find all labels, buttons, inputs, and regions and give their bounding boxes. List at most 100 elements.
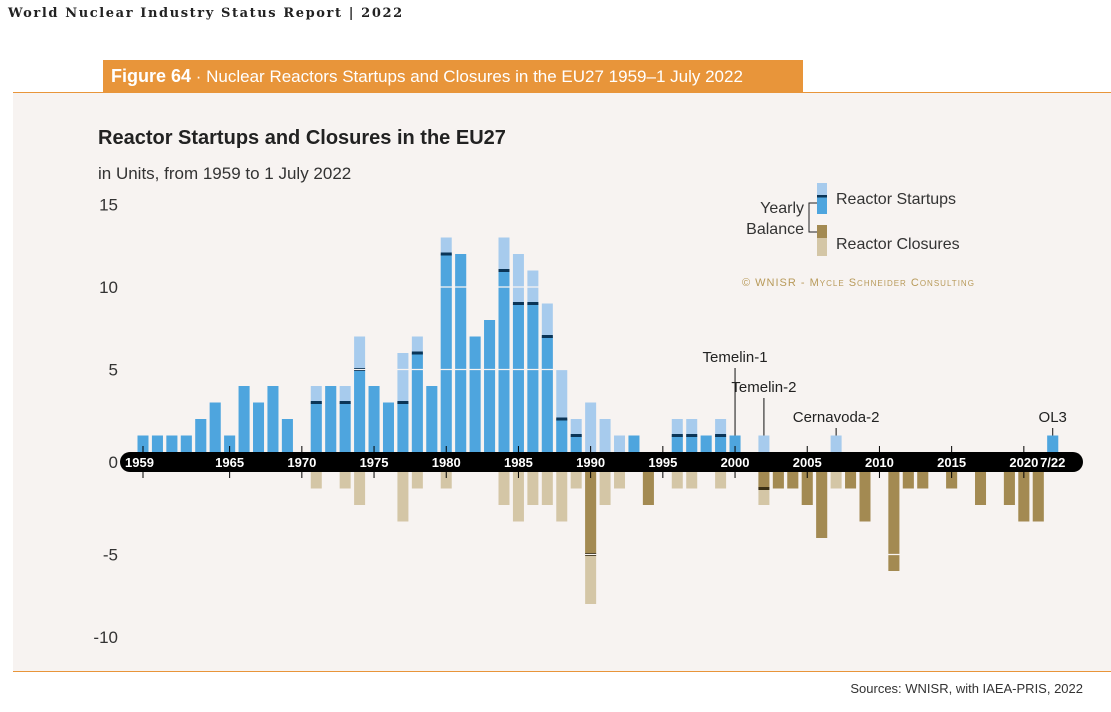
legend-startup-balance [817, 196, 827, 214]
annotation-label: OL3 [1039, 409, 1067, 426]
closure-balance-bar [946, 472, 958, 489]
balance-marker [310, 401, 322, 404]
startup-balance-bar [700, 435, 712, 452]
closure-bar [570, 472, 582, 489]
startup-bar [758, 435, 770, 452]
closure-bar [339, 472, 351, 489]
startup-balance-bar [382, 402, 394, 452]
y-tick-label: -10 [93, 628, 118, 647]
closure-bar [599, 472, 611, 505]
startup-balance-bar [729, 435, 741, 452]
startup-balance-bar [281, 419, 293, 452]
x-tick-label: 2010 [865, 455, 894, 470]
startup-balance-bar [512, 303, 524, 452]
x-tick-label: 1995 [648, 455, 677, 470]
closure-bar [512, 472, 524, 522]
copyright: © WNISR - Mycle Schneider Consulting [742, 277, 975, 289]
closure-balance-bar [845, 472, 857, 489]
annotation-label: Temelin-2 [731, 379, 796, 396]
balance-marker [556, 417, 568, 421]
balance-marker [686, 434, 698, 437]
closure-balance-bar [859, 472, 871, 522]
y-tick-label: 15 [99, 196, 118, 215]
annotations: Temelin-1 Temelin-2 Cernavoda-2 OL3 [703, 349, 1067, 436]
startup-balance-bar [469, 336, 481, 452]
annotation-label: Temelin-1 [703, 349, 768, 366]
startup-bar [614, 435, 626, 452]
startup-balance-bar [455, 254, 467, 452]
report-header: World Nuclear Industry Status Report | 2… [8, 6, 404, 21]
balance-marker [512, 302, 524, 305]
annotation-label: Cernavoda-2 [793, 409, 880, 426]
closure-balance-bar [902, 472, 914, 489]
y-tick-label: 0 [109, 453, 118, 472]
axis-band [120, 452, 1083, 472]
startup-balance-bar [440, 254, 452, 452]
closure-bar [614, 472, 626, 489]
closure-bar [397, 472, 409, 522]
balance-marker [397, 401, 409, 404]
closure-balance-bar [772, 472, 784, 489]
startup-balance-bar [1047, 435, 1059, 452]
legend-bracket [808, 202, 817, 233]
chart-title: Reactor Startups and Closures in the EU2… [98, 127, 506, 149]
balance-marker [541, 335, 553, 338]
balance-marker [440, 252, 452, 256]
y-tick-label: 10 [99, 278, 118, 297]
closure-balance-bar [642, 472, 654, 505]
balance-marker [339, 401, 351, 404]
closure-balance-bar [975, 472, 987, 505]
startup-balance-bar [224, 435, 236, 452]
startup-balance-bar [209, 402, 221, 452]
chart-subtitle: in Units, from 1959 to 1 July 2022 [98, 164, 352, 183]
closure-balance-bar [1032, 472, 1044, 522]
legend-closure-light [817, 238, 827, 256]
closure-balance-bar [801, 472, 813, 505]
x-tick-label: 7/22 [1040, 455, 1065, 470]
startup-bar [599, 419, 611, 452]
closure-bar [411, 472, 423, 489]
balance-marker [715, 434, 727, 437]
closure-bar [541, 472, 553, 505]
startup-balance-bar [527, 303, 539, 452]
startup-bar [585, 402, 597, 452]
startup-balance-bar [354, 369, 366, 452]
balance-marker [570, 434, 582, 437]
sources: Sources: WNISR, with IAEA-PRIS, 2022 [850, 681, 1083, 696]
legend-startup-light [817, 183, 827, 196]
startup-balance-bar [498, 270, 510, 452]
startup-balance-bar [310, 402, 322, 452]
startup-balance-bar [267, 386, 279, 452]
balance-marker [671, 434, 683, 437]
closure-bar [686, 472, 698, 489]
closure-balance-bar [787, 472, 799, 489]
legend-closure-balance [817, 225, 827, 238]
startup-balance-bar [556, 419, 568, 452]
closure-balance-bar [585, 472, 597, 555]
startup-balance-bar [180, 435, 192, 452]
closure-bar [715, 472, 727, 489]
closure-balance-bar [1003, 472, 1015, 505]
balance-marker [758, 487, 770, 490]
x-axis: 1959 1965 1970 1975 1980 1985 1990 1995 2000 2005… [120, 446, 1083, 478]
closure-bar [310, 472, 322, 489]
startup-balance-bar [339, 402, 351, 452]
startup-balance-bar [426, 386, 438, 452]
legend-closures: Reactor Closures [836, 236, 960, 253]
legend-balance-label-2: Balance [746, 221, 804, 238]
closure-bar [527, 472, 539, 505]
x-tick-label: 2000 [721, 455, 750, 470]
startup-balance-bar [137, 435, 149, 452]
startup-balance-bar [628, 435, 640, 452]
figure-number: Figure 64 [111, 66, 192, 86]
legend-balance-label-1: Yearly [760, 200, 804, 217]
y-axis: 15 10 5 0 -5 -10 [93, 196, 118, 648]
startup-balance-bar [151, 435, 163, 452]
figure-caption: · Nuclear Reactors Startups and Closures… [191, 67, 743, 86]
legend: Yearly Balance Reactor Startups Reactor … [742, 183, 975, 289]
balance-marker [498, 269, 510, 272]
closure-bar [556, 472, 568, 522]
closure-bar [498, 472, 510, 505]
startup-balance-bar [325, 386, 337, 452]
x-tick-label: 2015 [937, 455, 966, 470]
